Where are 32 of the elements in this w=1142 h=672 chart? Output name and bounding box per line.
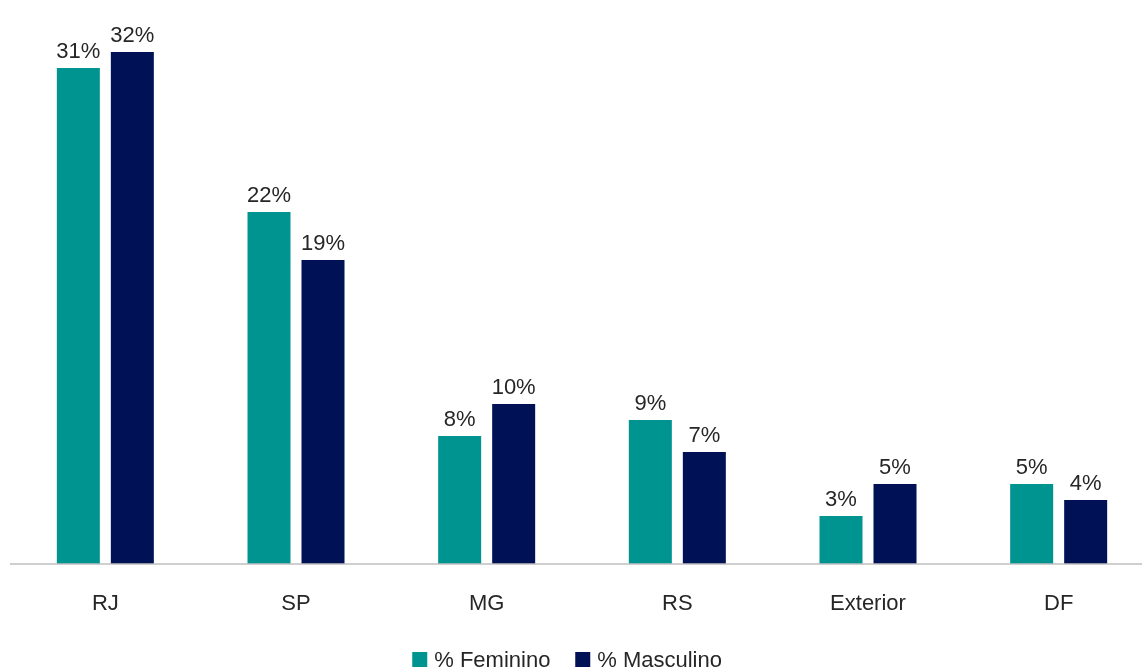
bar [1064, 500, 1108, 564]
bar [682, 452, 726, 564]
data-label: 32% [110, 22, 155, 47]
data-label: 5% [879, 454, 911, 479]
x-tick-label: MG [468, 590, 505, 615]
x-tick-label: DF [1044, 590, 1074, 615]
bar [247, 212, 291, 564]
bar [1010, 484, 1054, 564]
data-label: 19% [300, 230, 346, 255]
bar [301, 260, 345, 564]
data-label: 5% [1015, 454, 1048, 479]
bar [873, 484, 917, 564]
x-tick-label: RJ [91, 590, 119, 615]
data-label: 4% [1069, 470, 1102, 495]
data-label: 7% [688, 422, 721, 447]
x-tick-label: Exterior [830, 590, 906, 615]
bar [438, 436, 482, 564]
bar [628, 420, 672, 564]
data-label: 10% [491, 374, 536, 399]
data-label: 22% [246, 182, 292, 207]
data-label: 8% [443, 406, 476, 431]
data-label: 9% [634, 390, 667, 415]
bar [492, 404, 536, 564]
legend-label: % Masculino [597, 647, 722, 672]
bar [56, 68, 100, 564]
x-tick-label: SP [281, 590, 311, 615]
data-label: 31% [56, 38, 101, 63]
bar [819, 516, 863, 564]
data-label: 3% [825, 486, 857, 511]
bar [110, 52, 154, 564]
x-tick-label: RS [662, 590, 693, 615]
legend-label: % Feminino [434, 647, 551, 672]
